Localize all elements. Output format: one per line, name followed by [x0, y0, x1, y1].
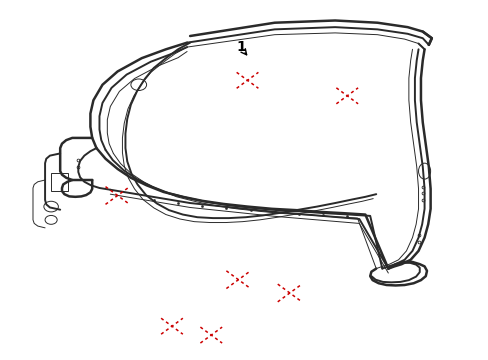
Text: 1: 1: [236, 40, 246, 54]
